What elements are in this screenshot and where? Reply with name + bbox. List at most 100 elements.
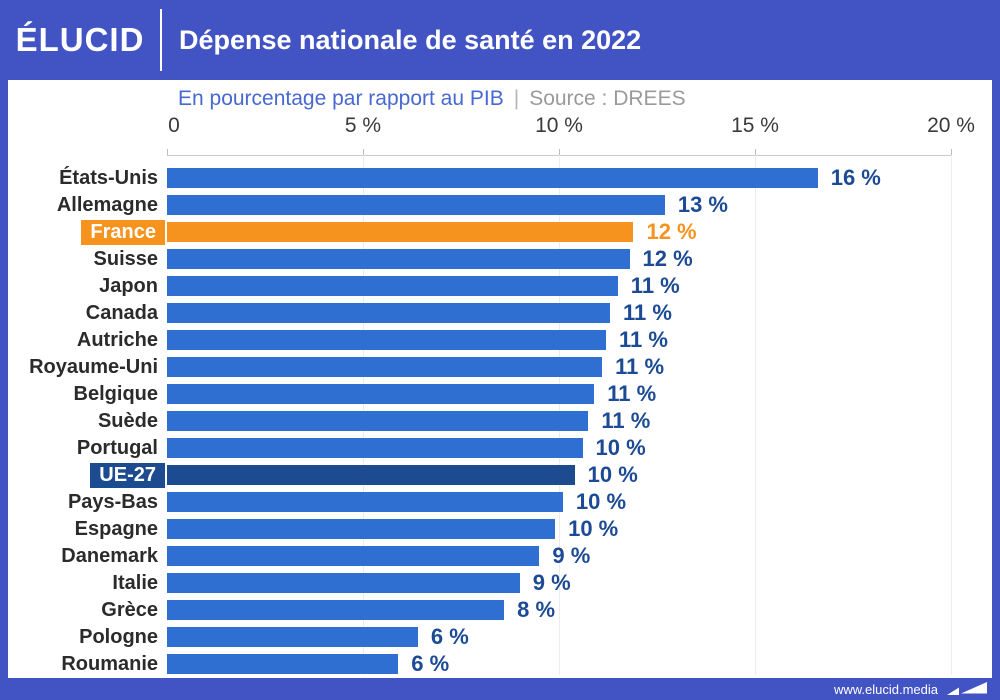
x-tick-label: 5 % [344,114,382,137]
chart-row: Pologne 6 % [8,624,992,649]
page-title: Dépense nationale de santé en 2022 [179,24,642,55]
value-label: 16 % [830,165,881,190]
category-label: Canada [85,302,158,324]
category-label-box: UE-27 [90,463,165,488]
value-label: 10 % [568,516,619,541]
category-label: Allemagne [56,194,158,216]
category-label: États-Unis [59,167,158,189]
bar [167,357,603,377]
x-tick-mark [559,149,560,155]
value-label: 11 % [607,381,657,406]
x-tick-label: 15 % [731,114,779,137]
chart-row: Autriche 11 % [8,327,992,352]
footer-band: www.elucid.media [0,678,1000,700]
value-label: 11 % [615,354,665,379]
x-tick-label: 10 % [535,114,583,137]
chart-row: Japon 11 % [8,273,992,298]
category-label: Espagne [74,518,158,540]
chart-row: UE-27 10 % [8,462,992,488]
chart-row: Suisse 12 % [8,246,992,271]
category-label: Pologne [79,626,158,648]
x-tick-label: 20 % [927,114,975,137]
bar [167,519,556,539]
chart-row: Roumanie 6 % [8,651,992,676]
category-label: Suisse [93,248,158,270]
chart-row: Grèce 8 % [8,598,992,622]
gridline [951,155,952,675]
bar [167,330,607,350]
category-label: UE-27 [8,463,165,488]
bar [167,411,589,431]
bar [167,600,505,620]
value-label: 9 % [532,570,571,595]
bar [167,249,630,269]
category-label-box: France [81,220,165,245]
bar [167,276,618,296]
chart-row: États-Unis 16 % [8,165,992,190]
category-label: Autriche [76,329,158,351]
value-label: 12 % [642,246,693,271]
bar [167,492,563,512]
category-label: Royaume-Uni [29,356,158,378]
category-label: Roumanie [61,653,158,675]
value-label: 11 % [630,273,680,298]
chart-subtitle: En pourcentage par rapport au PIB | Source… [178,87,686,111]
category-label: Danemark [61,545,158,567]
chart-row: Allemagne 13 % [8,192,992,217]
bar [167,546,540,566]
bar [167,168,818,188]
bar [167,438,583,458]
value-label: 9 % [552,543,591,568]
value-label: 12 % [646,219,697,244]
category-label: Japon [99,275,158,297]
subtitle-text: En pourcentage par rapport au PIB [178,87,504,110]
category-label: France [8,220,165,245]
bar [167,303,610,323]
bar [167,222,634,242]
bar [167,654,399,674]
chart-row: Pays-Bas 10 % [8,489,992,514]
value-label: 10 % [575,489,627,514]
chart-row: Italie 9 % [8,570,992,595]
value-label: 11 % [619,327,668,352]
x-tick-mark [167,149,168,155]
chart-card: En pourcentage par rapport au PIB | Source… [8,80,992,678]
value-label: 6 % [411,651,450,676]
value-label: 11 % [622,300,672,325]
chart-row: Canada 11 % [8,300,992,325]
footer-url: www.elucid.media [833,681,938,697]
elucid-mark-icon [947,682,987,695]
chart-row: Portugal 10 % [8,435,992,460]
subtitle-separator: | [513,87,520,110]
chart-row: Danemark 9 % [8,543,992,568]
chart-row: Espagne 10 % [8,516,992,541]
bar [167,573,520,593]
category-label: Grèce [101,599,158,621]
header-band: ÉLUCID Dépense nationale de santé en 202… [0,0,1000,80]
chart-row: Belgique 11 % [8,381,992,406]
chart-row: Royaume-Uni 11 % [8,354,992,379]
bar [167,195,665,215]
value-label: 13 % [677,192,728,217]
category-label: Pays-Bas [67,491,158,513]
gridline [755,155,756,675]
bar [167,465,575,485]
category-label: Italie [112,572,158,594]
bar [167,384,595,404]
value-label: 11 % [601,408,651,433]
x-tick-mark [755,149,756,155]
x-tick-mark [951,149,952,155]
elucid-logo: ÉLUCID [15,21,145,58]
header-divider [160,9,162,71]
chart-row: France 12 % [8,219,992,245]
bar [167,627,418,647]
subtitle-source: Source : DREES [529,87,686,110]
x-tick-mark [363,149,364,155]
chart-row: Suède 11 % [8,408,992,433]
category-label: Belgique [73,383,158,405]
value-label: 10 % [587,462,638,487]
category-label: Suède [97,410,158,432]
value-label: 10 % [595,435,646,460]
value-label: 6 % [430,624,469,649]
